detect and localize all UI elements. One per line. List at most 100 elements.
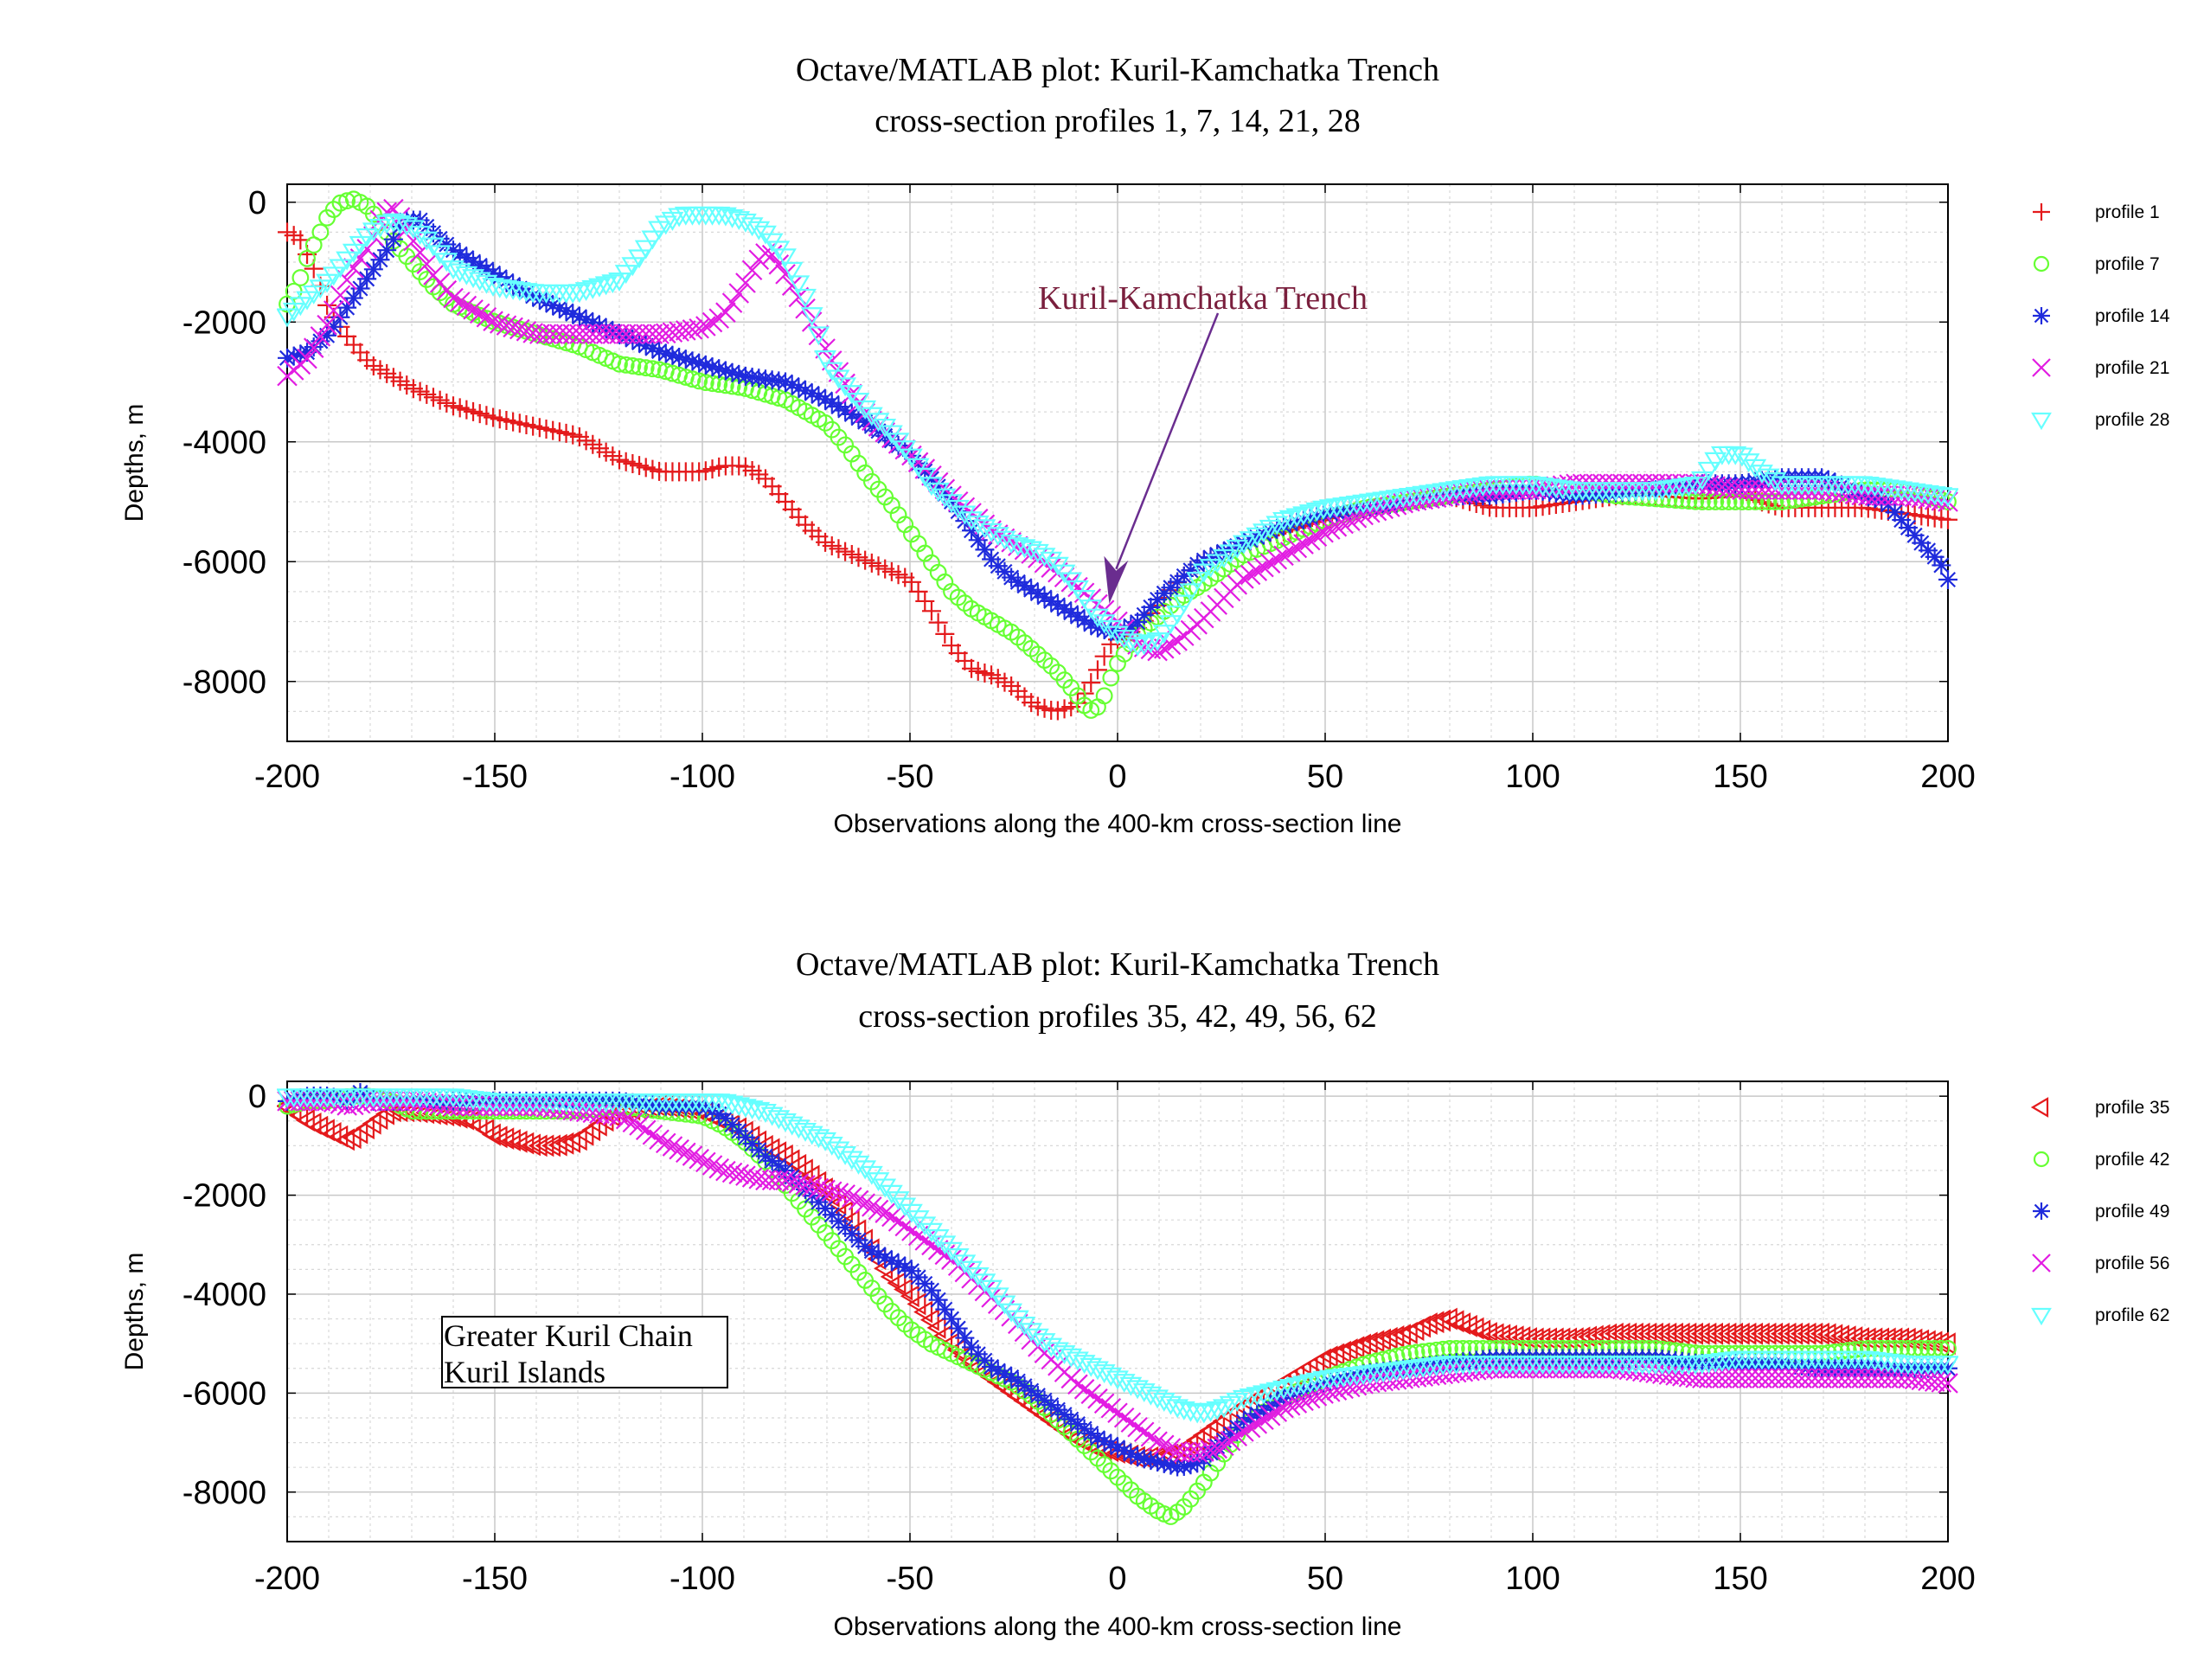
x-tick-label: 0 [1108,759,1126,795]
data-point [1753,493,1771,510]
data-point [1022,580,1041,600]
data-point [1432,483,1455,503]
data-point [1938,510,1957,529]
data-point [1663,1322,1683,1345]
data-point [1670,478,1694,498]
data-point [401,220,425,240]
data-point [1073,1379,1095,1400]
x-axis-label: Observations along the 400-km cross-sect… [834,1613,1402,1641]
data-point [292,269,310,286]
data-point [800,307,823,327]
data-point [1287,512,1307,532]
data-point [682,351,702,371]
data-point [581,279,605,299]
legend-marker [2033,1151,2050,1168]
data-point [1938,570,1957,590]
data-point [1931,1372,1952,1393]
data-point [1445,481,1468,501]
x-tick-label: -50 [887,759,934,795]
data-point [1657,1322,1677,1345]
data-point [1717,1322,1737,1345]
data-point [721,292,743,313]
data-point [742,367,762,387]
data-point [874,418,897,438]
data-point [643,338,663,358]
data-point [583,312,603,332]
data-point [1932,555,1951,575]
data-point [835,1184,855,1205]
data-point [278,348,297,368]
data-point [1000,1303,1023,1323]
data-point [913,1216,937,1236]
data-point [834,1145,857,1165]
data-point [907,458,930,478]
data-point [1327,502,1347,522]
data-point [1094,646,1114,666]
data-point [317,314,337,336]
data-point [768,254,790,275]
data-point [1737,453,1760,473]
data-point [495,279,518,299]
data-point [928,1290,948,1310]
data-point [1784,1322,1804,1345]
data-point [1320,503,1340,523]
data-point [634,240,657,260]
data-point [543,295,563,315]
data-point [1418,1312,1438,1335]
data-point [1233,533,1253,553]
data-point [336,251,359,271]
x-tick-label: 200 [1920,1561,1975,1597]
data-point [1318,1345,1338,1369]
data-point [1266,1401,1288,1422]
data-point [689,317,709,339]
data-point [867,413,890,433]
data-point [1298,504,1322,524]
data-point [601,274,625,294]
data-point [1279,1395,1301,1416]
data-point [715,302,736,323]
data-point [1206,1401,1229,1420]
data-point [701,206,724,226]
data-point [1326,516,1348,537]
data-point [875,1247,895,1267]
data-point [463,299,484,320]
data-point [363,260,383,279]
y-tick-label: -8000 [183,1475,266,1511]
data-point [1937,488,1958,508]
data-point [1300,508,1320,528]
data-point [1048,1400,1067,1420]
data-point [769,1156,789,1176]
data-point [1081,1424,1101,1444]
data-point [1380,495,1400,515]
data-point [588,278,611,298]
data-point [650,342,670,362]
data-point [381,213,405,233]
data-point [900,448,923,468]
data-point [1133,1421,1155,1443]
data-point [1266,548,1288,570]
x-tick-label: -50 [887,1561,934,1597]
data-point [482,278,505,298]
data-point [874,1178,897,1198]
data-point [1246,1414,1268,1434]
data-point [1028,1386,1048,1406]
data-point [1438,1307,1458,1331]
data-point [1141,1451,1161,1471]
data-point [457,248,477,268]
data-point [501,1129,521,1151]
data-point [490,267,509,287]
data-point [715,361,735,381]
annotation-box-line2: Kuril Islands [444,1355,605,1389]
data-point [676,1142,696,1164]
data-point [822,393,842,413]
data-markers [277,1082,1958,1525]
data-point [855,1236,875,1256]
data-point [1307,506,1327,526]
data-point [1358,493,1381,513]
data-point [835,373,855,394]
data-point [523,286,543,306]
data-point [1892,510,1912,530]
data-point [1008,572,1028,592]
data-point [721,208,744,228]
data-point [1777,1322,1797,1345]
